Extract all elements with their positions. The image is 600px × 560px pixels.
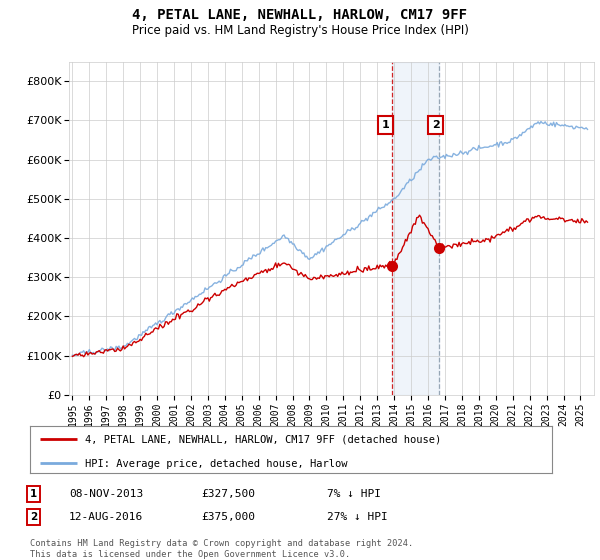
Text: 08-NOV-2013: 08-NOV-2013 xyxy=(69,489,143,499)
Text: 27% ↓ HPI: 27% ↓ HPI xyxy=(327,512,388,522)
Text: 2: 2 xyxy=(30,512,37,522)
Text: 4, PETAL LANE, NEWHALL, HARLOW, CM17 9FF: 4, PETAL LANE, NEWHALL, HARLOW, CM17 9FF xyxy=(133,8,467,22)
Text: 7% ↓ HPI: 7% ↓ HPI xyxy=(327,489,381,499)
Text: 4, PETAL LANE, NEWHALL, HARLOW, CM17 9FF (detached house): 4, PETAL LANE, NEWHALL, HARLOW, CM17 9FF… xyxy=(85,435,441,445)
Text: £375,000: £375,000 xyxy=(201,512,255,522)
Text: HPI: Average price, detached house, Harlow: HPI: Average price, detached house, Harl… xyxy=(85,459,347,469)
Text: Price paid vs. HM Land Registry's House Price Index (HPI): Price paid vs. HM Land Registry's House … xyxy=(131,24,469,36)
Text: 2: 2 xyxy=(432,120,440,130)
Text: £327,500: £327,500 xyxy=(201,489,255,499)
Bar xyxy=(392,62,439,395)
Text: Contains HM Land Registry data © Crown copyright and database right 2024.
This d: Contains HM Land Registry data © Crown c… xyxy=(30,539,413,559)
Text: 12-AUG-2016: 12-AUG-2016 xyxy=(69,512,143,522)
Text: 1: 1 xyxy=(30,489,37,499)
Text: 1: 1 xyxy=(382,120,389,130)
